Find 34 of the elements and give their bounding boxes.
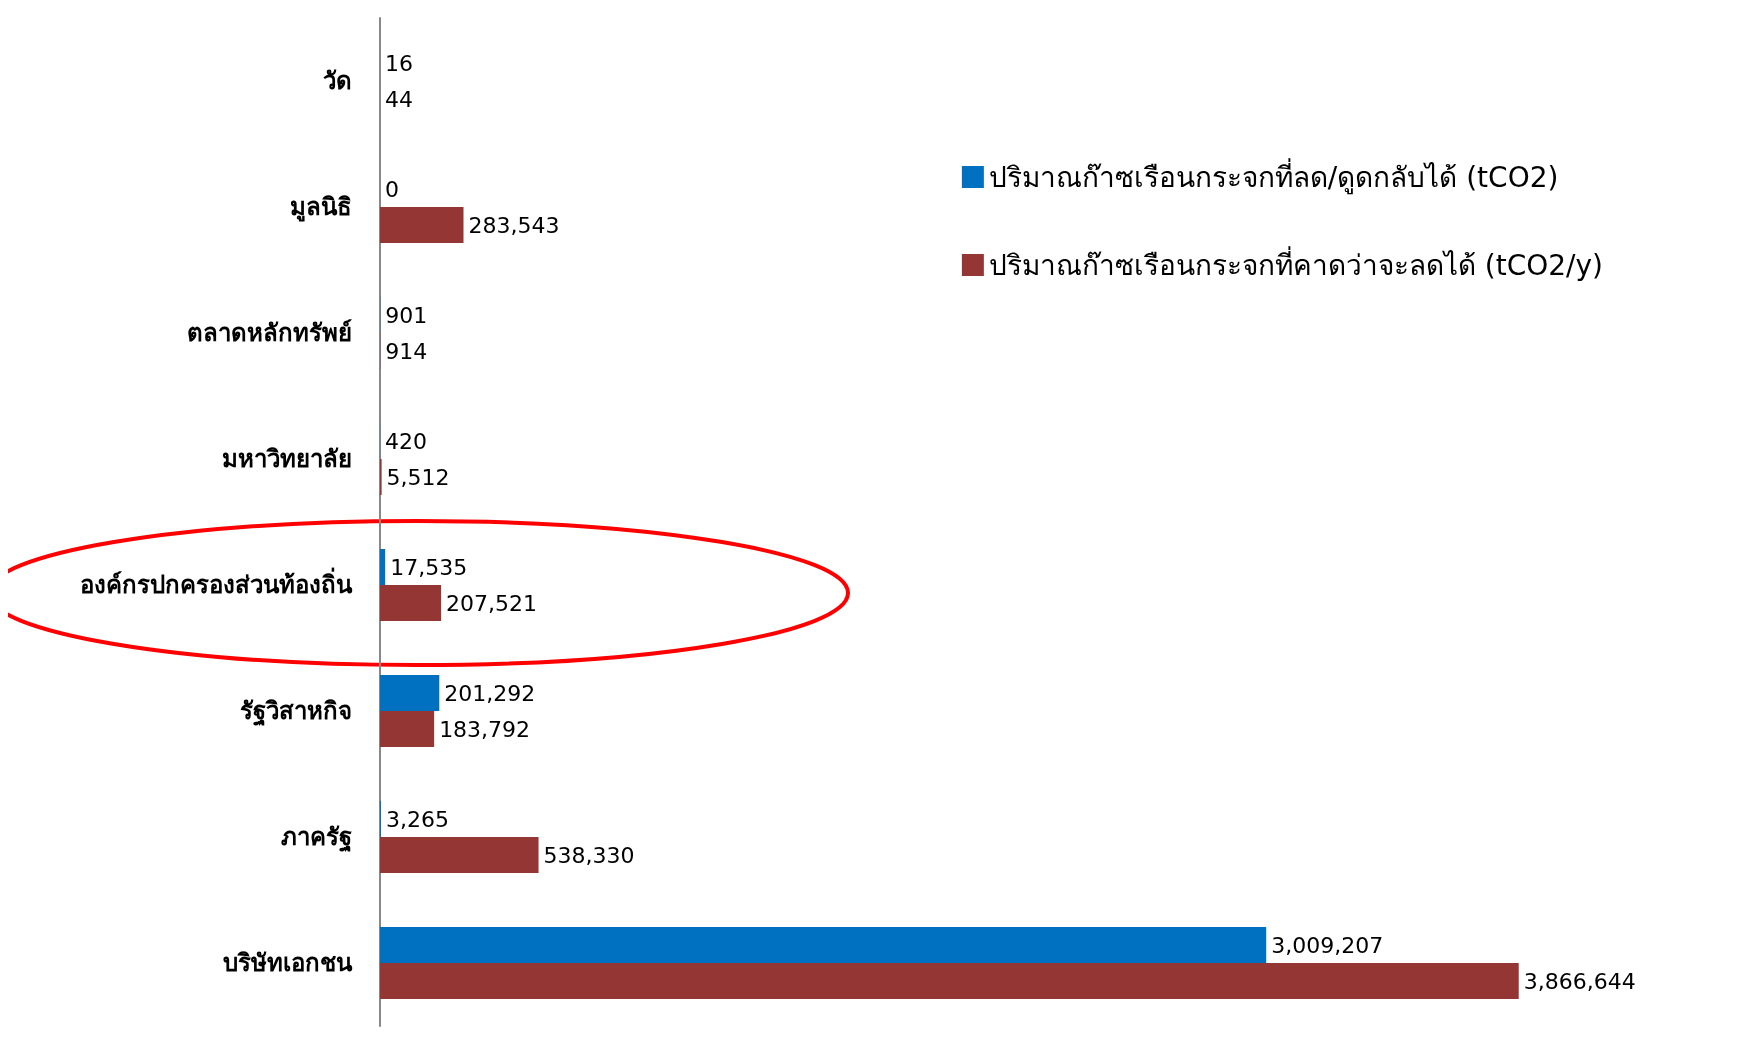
data-label: 183,792 — [439, 716, 531, 742]
data-label: 901 — [385, 302, 428, 328]
y-tick-label: บริษัทเอกชน — [223, 949, 353, 977]
data-label: 538,330 — [543, 842, 635, 868]
data-label: 283,543 — [468, 212, 560, 238]
y-tick-label: มูลนิธิ — [290, 193, 352, 222]
bar — [380, 963, 1519, 999]
data-label: 5,512 — [386, 464, 450, 490]
data-label: 3,265 — [385, 806, 449, 832]
bar — [380, 585, 442, 621]
bar — [380, 927, 1267, 963]
bar — [380, 207, 464, 243]
bar — [380, 837, 539, 873]
data-label: 16 — [385, 50, 413, 76]
bar — [380, 549, 386, 585]
y-tick-label: มหาวิทยาลัย — [222, 445, 352, 473]
data-label: 207,521 — [446, 590, 538, 616]
data-label: 17,535 — [390, 554, 468, 580]
data-label: 914 — [385, 338, 428, 364]
y-tick-label: วัด — [323, 67, 352, 95]
bar — [380, 711, 435, 747]
data-label: 420 — [385, 428, 428, 454]
data-label: 44 — [385, 86, 414, 112]
data-label: 3,866,644 — [1523, 968, 1636, 994]
y-tick-label: ตลาดหลักทรัพย์ — [187, 319, 352, 347]
data-label: 201,292 — [444, 680, 536, 706]
legend-label: ปริมาณก๊าซเรือนกระจกที่คาดว่าจะลดได้ (tCO2/y) — [988, 245, 1604, 282]
y-tick-label: ภาครัฐ — [281, 823, 352, 853]
bar — [380, 675, 440, 711]
data-label: 0 — [385, 176, 399, 202]
legend-label: ปริมาณก๊าซเรือนกระจกที่ลด/ดูดกลับได้ (tCO2) — [988, 157, 1559, 195]
y-tick-label: องค์กรปกครองส่วนท้องถิ่น — [80, 567, 353, 599]
y-tick-label: รัฐวิสาหกิจ — [240, 697, 352, 727]
data-label: 3,009,207 — [1271, 932, 1384, 958]
